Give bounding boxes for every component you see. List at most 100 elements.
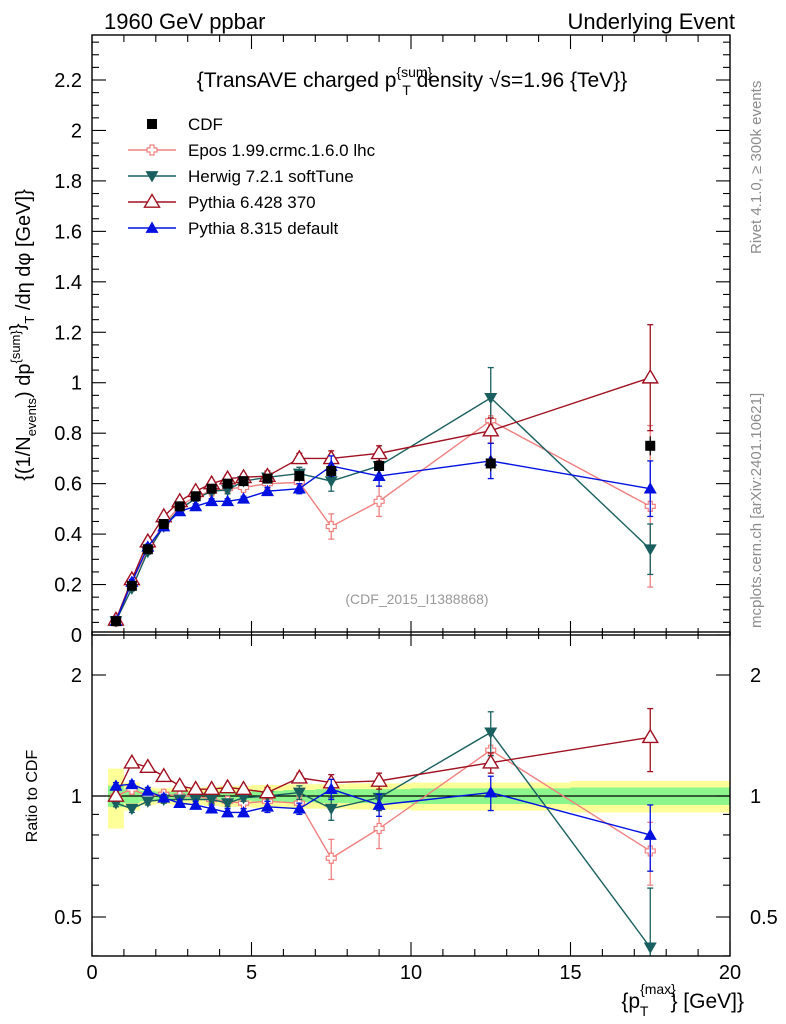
ratio-point (324, 782, 338, 795)
data-point (370, 444, 388, 460)
ratio-y-tick-label: 0.5 (54, 907, 82, 929)
y-tick-label: 1 (71, 373, 82, 395)
cdf-point (374, 460, 385, 471)
ratio-point (189, 798, 203, 810)
series-3-ratio (109, 775, 657, 872)
x-axis-label: {p{max} T} [GeV]} (621, 981, 744, 1019)
header-right: Underlying Event (567, 9, 735, 34)
legend-label: Herwig 7.2.1 softTune (188, 167, 354, 186)
ratio-point (324, 803, 338, 816)
y-tick-label: 0 (71, 625, 82, 647)
analysis-watermark: (CDF_2015_I1388868) (345, 591, 488, 607)
legend-marker (146, 144, 158, 156)
ratio-point (173, 796, 187, 809)
data-point (325, 520, 337, 533)
cdf-point (222, 478, 233, 489)
x-tick-label: 0 (86, 962, 97, 984)
y-tick-label: 0.6 (54, 474, 82, 496)
data-point (643, 544, 657, 556)
legend-label: Epos 1.99.crmc.1.6.0 lhc (188, 141, 376, 160)
ratio-y-tick-label-right: 0.5 (750, 907, 778, 929)
data-point (292, 482, 306, 494)
data-point (290, 449, 309, 465)
ratio-point (139, 758, 157, 774)
y-tick-label: 1.6 (54, 221, 82, 243)
data-point (189, 499, 203, 512)
ratio-point (157, 791, 171, 803)
ratio-point (260, 800, 274, 812)
ratio-point (202, 780, 221, 796)
y-tick-label: 1.8 (54, 171, 82, 193)
legend-entry: Pythia 8.315 default (128, 219, 339, 238)
series-2-ratio (107, 707, 659, 802)
cdf-point (174, 501, 185, 512)
ratio-point (237, 792, 251, 805)
data-point (324, 476, 338, 488)
ratio-point (218, 778, 237, 794)
ratio-point (482, 753, 500, 769)
ratio-point (205, 794, 219, 807)
ratio-point (292, 787, 306, 800)
y-tick-label: 0.8 (54, 423, 82, 445)
ratio-point (107, 787, 125, 802)
cdf-point (262, 473, 273, 484)
ratio-y-tick-label-right: 2 (750, 665, 761, 687)
ratio-point (258, 783, 277, 799)
ratio-point (643, 942, 657, 954)
ratio-point (484, 786, 498, 798)
ratio-y-axis-label: Ratio to CDF (24, 750, 41, 843)
cdf-point (206, 483, 217, 494)
cdf-point (110, 616, 121, 627)
ratio-y-tick-label: 1 (71, 786, 82, 808)
chart-title: {TransAVE charged p{sum} T density √s=1.9… (197, 64, 627, 98)
cdf-data (110, 436, 656, 627)
ratio-point (325, 852, 337, 864)
ratio-point (237, 805, 251, 818)
data-point (484, 392, 498, 405)
legend-entry: Herwig 7.2.1 softTune (128, 167, 354, 186)
cdf-point (190, 491, 201, 502)
cdf-point (158, 519, 169, 529)
y-tick-label: 1.2 (54, 322, 82, 344)
x-tick-label: 5 (246, 962, 257, 984)
ratio-point (292, 802, 306, 814)
ratio-point (186, 780, 205, 796)
y-tick-label: 2.2 (54, 70, 82, 92)
cdf-point (238, 476, 249, 487)
cdf-point (294, 471, 305, 482)
ratio-point (234, 780, 253, 796)
data-point (482, 421, 500, 437)
y-tick-label: 2 (71, 120, 82, 142)
legend-marker (145, 221, 159, 233)
ratio-point (641, 728, 659, 744)
data-point (237, 492, 251, 504)
data-point (643, 482, 657, 494)
data-point (372, 469, 386, 481)
ratio-point (109, 779, 123, 791)
x-tick-label: 10 (400, 962, 422, 984)
legend-entry: Pythia 6.428 370 (128, 193, 316, 212)
data-point (205, 494, 219, 507)
ratio-point (484, 727, 498, 739)
cdf-point (645, 440, 656, 451)
ratio-series (107, 707, 659, 956)
legend-label: Pythia 6.428 370 (188, 193, 316, 212)
cdf-point (326, 466, 337, 477)
legend-marker (143, 193, 161, 208)
main-series (107, 324, 659, 628)
legend-marker (147, 119, 157, 129)
tick-labels: 0 0.2 0.4 0.6 0.8 1 1.2 1.4 1.6 1.8 2 2.2 0 5 10 15 20 0.… (54, 70, 778, 984)
axes (91, 34, 731, 957)
ratio-point (643, 828, 657, 840)
ratio-y-tick-label: 2 (71, 665, 82, 687)
y-axis-label: {(1/Nevents) dp{sum}}T /dη dφ [GeV]} (7, 189, 39, 481)
legend-entry: Epos 1.99.crmc.1.6.0 lhc (128, 141, 376, 160)
data-point (373, 495, 385, 507)
ratio-point (373, 822, 385, 835)
mcplots-credit-text: mcplots.cern.ch [arXiv:2401.10621] (748, 393, 765, 628)
y-tick-label: 0.4 (54, 524, 82, 546)
x-tick-label: 15 (559, 962, 581, 984)
ratio-point (290, 768, 309, 784)
